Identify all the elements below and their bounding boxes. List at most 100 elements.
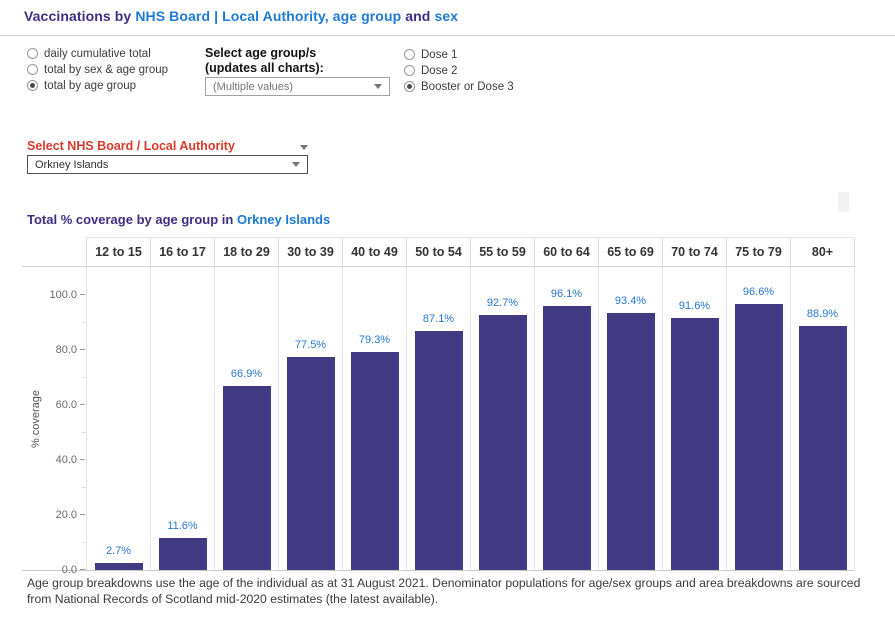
- y-tick-label: 100.0: [49, 289, 77, 301]
- column-header-16-to-17[interactable]: 16 to 17: [150, 237, 214, 266]
- view-mode-option-label: total by sex & age group: [44, 63, 169, 76]
- footnote: Age group breakdowns use the age of the …: [27, 576, 861, 606]
- y-tick-label: 80.0: [55, 344, 77, 356]
- chart-column: 79.3%: [342, 267, 406, 570]
- chart-title-text: Total % coverage by age group in: [27, 212, 237, 227]
- radio-button-icon[interactable]: [27, 80, 38, 91]
- chart-column: 93.4%: [598, 267, 662, 570]
- age-group-select-label-line1: Select age group/s: [205, 46, 317, 60]
- bar-60-to-64[interactable]: [542, 305, 591, 570]
- board-label-chevron-down-icon[interactable]: [300, 145, 308, 150]
- y-tick-mark: [80, 569, 85, 570]
- column-header-50-to-54[interactable]: 50 to 54: [406, 237, 470, 266]
- chart-header-divider: [22, 266, 855, 267]
- bar-80+[interactable]: [798, 325, 847, 570]
- board-dropdown-value: Orkney Islands: [35, 158, 109, 171]
- y-minor-tick-mark: [82, 376, 85, 378]
- bar-65-to-69[interactable]: [606, 313, 655, 570]
- view-mode-option[interactable]: total by age group: [27, 79, 168, 92]
- board-dropdown[interactable]: Orkney Islands: [27, 155, 308, 174]
- chart-column: 11.6%: [150, 267, 214, 570]
- dose-option[interactable]: Booster or Dose 3: [404, 80, 514, 93]
- column-header-65-to-69[interactable]: 65 to 69: [598, 237, 662, 266]
- view-mode-option[interactable]: total by sex & age group: [27, 63, 168, 76]
- column-header-18-to-29[interactable]: 18 to 29: [214, 237, 278, 266]
- bar-value-label: 93.4%: [614, 295, 647, 308]
- chart-title: Total % coverage by age group in Orkney …: [27, 212, 330, 227]
- view-mode-option-label: total by age group: [44, 79, 137, 92]
- page-title-segment: and: [401, 8, 435, 24]
- bar-70-to-74[interactable]: [670, 318, 719, 570]
- title-divider: [0, 35, 895, 36]
- y-axis-title: % coverage: [30, 389, 42, 448]
- bar-30-to-39[interactable]: [286, 356, 335, 570]
- dose-radio-group: Dose 1 Dose 2 Booster or Dose 3: [404, 48, 514, 93]
- axis-corner-spacer: [22, 237, 86, 266]
- bar-55-to-59[interactable]: [478, 315, 527, 570]
- chart-column-header-row: 12 to 15 16 to 17 18 to 29 30 to 39 40 to 49…: [22, 237, 855, 266]
- radio-button-icon[interactable]: [27, 48, 38, 59]
- y-tick-mark: [80, 294, 85, 295]
- age-group-select-label-line2: (updates all charts):: [205, 61, 324, 75]
- column-header-60-to-64[interactable]: 60 to 64: [534, 237, 598, 266]
- y-axis: % coverage 0.0 20.0 40.0 60.0 80.0 100.0: [22, 267, 86, 576]
- age-group-dropdown[interactable]: (Multiple values): [205, 77, 390, 96]
- bar-value-label: 96.1%: [550, 287, 583, 300]
- y-tick-mark: [80, 459, 85, 460]
- age-group-dropdown-value: (Multiple values): [213, 80, 294, 93]
- dose-option[interactable]: Dose 2: [404, 64, 514, 77]
- column-header-30-to-39[interactable]: 30 to 39: [278, 237, 342, 266]
- bar-12-to-15[interactable]: [94, 562, 143, 570]
- view-mode-option-label: daily cumulative total: [44, 47, 151, 60]
- column-header-12-to-15[interactable]: 12 to 15: [86, 237, 150, 266]
- age-group-select-label: Select age group/s (updates all charts):: [205, 46, 324, 76]
- bar-50-to-54[interactable]: [414, 330, 463, 570]
- chart-column: 66.9%: [214, 267, 278, 570]
- radio-button-icon[interactable]: [404, 65, 415, 76]
- bar-75-to-79[interactable]: [734, 304, 783, 570]
- page-title-segment: sex: [434, 8, 459, 24]
- y-minor-tick-mark: [82, 486, 85, 488]
- view-mode-option[interactable]: daily cumulative total: [27, 47, 168, 60]
- bar-40-to-49[interactable]: [350, 351, 399, 570]
- bar-value-label: 96.6%: [742, 286, 775, 299]
- radio-button-icon[interactable]: [404, 81, 415, 92]
- y-tick-mark: [80, 349, 85, 350]
- coverage-bar-chart: 12 to 15 16 to 17 18 to 29 30 to 39 40 to 49…: [22, 237, 855, 576]
- bar-16-to-17[interactable]: [158, 538, 207, 570]
- dose-option-label: Booster or Dose 3: [421, 80, 514, 93]
- board-select-label: Select NHS Board / Local Authority: [27, 139, 235, 153]
- y-tick-mark: [80, 404, 85, 405]
- bar-value-label: 87.1%: [422, 312, 455, 325]
- chart-column: 2.7%: [86, 267, 150, 570]
- dose-option-label: Dose 1: [421, 48, 458, 61]
- column-header-80+[interactable]: 80+: [790, 237, 855, 266]
- y-tick-mark: [80, 514, 85, 515]
- column-header-70-to-74[interactable]: 70 to 74: [662, 237, 726, 266]
- bar-value-label: 91.6%: [678, 300, 711, 313]
- y-tick-label: 20.0: [55, 509, 77, 521]
- chart-column: 96.6%: [726, 267, 790, 570]
- y-minor-tick-mark: [82, 321, 85, 323]
- chart-column: 87.1%: [406, 267, 470, 570]
- radio-button-icon[interactable]: [27, 64, 38, 75]
- chart-column: 96.1%: [534, 267, 598, 570]
- radio-button-icon[interactable]: [404, 49, 415, 60]
- column-header-55-to-59[interactable]: 55 to 59: [470, 237, 534, 266]
- bar-18-to-29[interactable]: [222, 386, 271, 570]
- chart-column: 77.5%: [278, 267, 342, 570]
- bar-value-label: 88.9%: [806, 307, 839, 320]
- column-header-75-to-79[interactable]: 75 to 79: [726, 237, 790, 266]
- page-title-segment: Vaccinations by: [24, 8, 136, 24]
- bar-value-label: 79.3%: [358, 333, 391, 346]
- scrollbar-thumb[interactable]: [838, 192, 849, 212]
- page-title: Vaccinations by NHS Board | Local Author…: [24, 8, 458, 24]
- chevron-down-icon: [374, 84, 382, 89]
- dose-option[interactable]: Dose 1: [404, 48, 514, 61]
- bar-value-label: 2.7%: [105, 544, 132, 557]
- chart-column: 92.7%: [470, 267, 534, 570]
- chart-column: 88.9%: [790, 267, 855, 570]
- bar-value-label: 11.6%: [167, 520, 198, 533]
- bar-value-label: 66.9%: [230, 368, 263, 380]
- column-header-40-to-49[interactable]: 40 to 49: [342, 237, 406, 266]
